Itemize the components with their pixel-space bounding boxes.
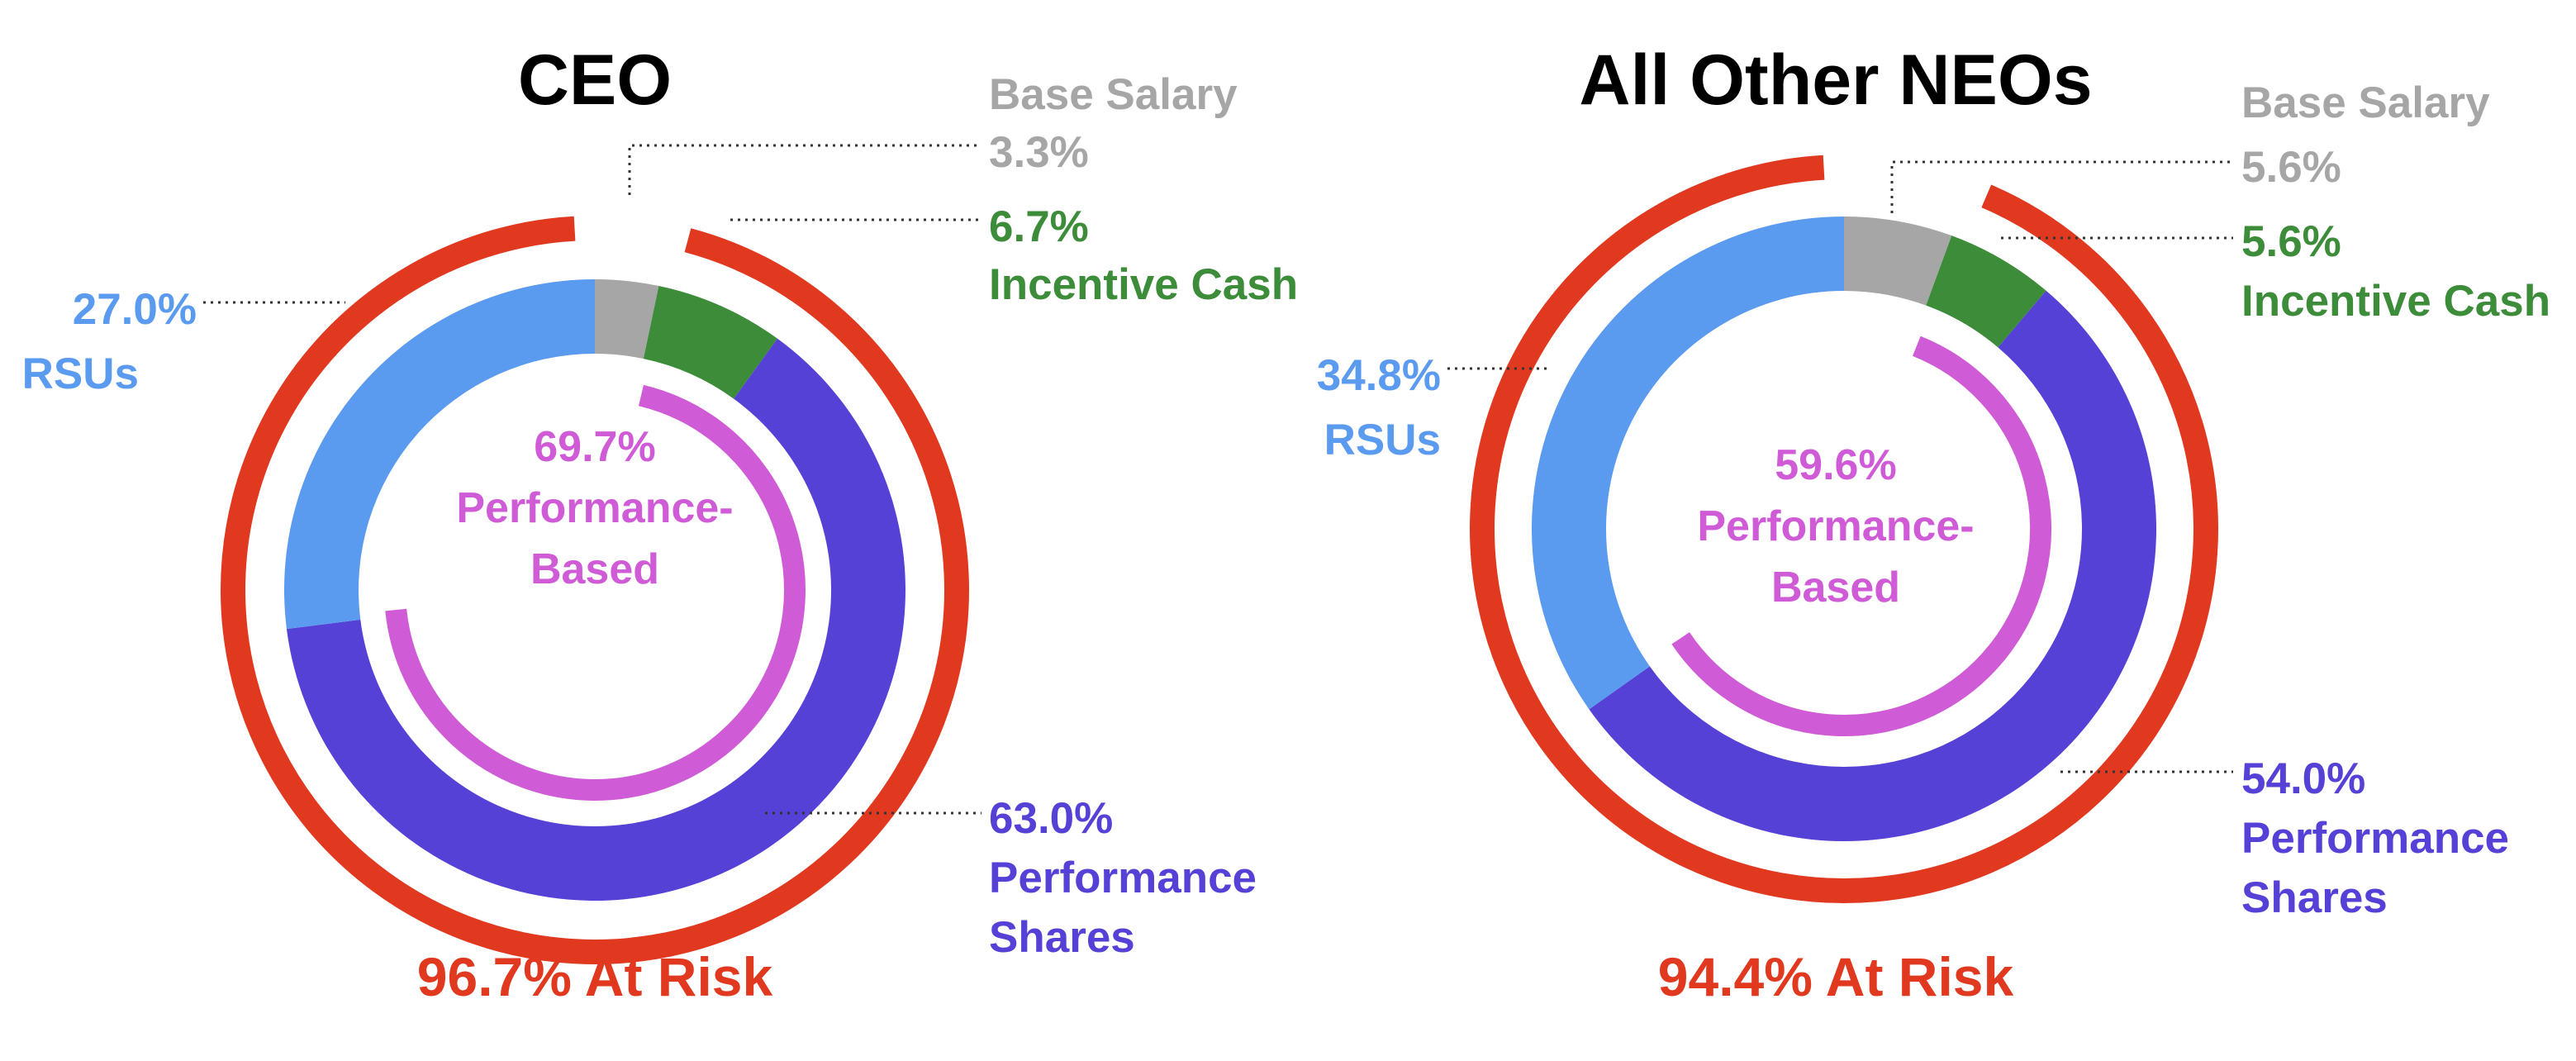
ceo-rsus-value: 27.0% <box>73 285 197 334</box>
ceo-performance-shares-value: 63.0% <box>989 794 1113 843</box>
ceo-chart-title: CEO <box>518 40 672 120</box>
ceo-performance-shares-name-line1: Performance <box>989 854 1257 902</box>
ceo-performance-based-arc <box>385 384 806 801</box>
neo-center-label: 59.6% Performance- Based <box>1697 441 1974 611</box>
neo-chart: All Other NEOs 59.6% Performance- Based … <box>1317 40 2550 1007</box>
neo-at-risk-ring <box>1470 155 2218 903</box>
neo-performance-shares-name-line1: Performance <box>2241 814 2509 863</box>
ceo-performance-shares-name-line2: Shares <box>989 913 1135 962</box>
ceo-performance-based-value: 69.7% <box>534 423 655 471</box>
ceo-performance-based-label-line2: Based <box>530 545 659 593</box>
ceo-slice-base-salary <box>595 279 659 359</box>
neo-incentive-cash-name: Incentive Cash <box>2241 277 2550 326</box>
neo-base-salary-leader <box>1890 160 2233 213</box>
ceo-center-label: 69.7% Performance- Based <box>456 423 733 593</box>
neo-rsus-name: RSUs <box>1324 416 1441 464</box>
neo-slice-performance-shares <box>1589 290 2156 841</box>
ceo-incentive-cash-value: 6.7% <box>989 202 1089 251</box>
neo-chart-title: All Other NEOs <box>1579 40 2092 120</box>
neo-slice-base-salary <box>1844 216 1952 306</box>
neo-performance-shares-name-line2: Shares <box>2241 873 2388 922</box>
neo-performance-based-arc <box>1671 335 2051 736</box>
ceo-performance-based-label-line1: Performance- <box>456 484 733 532</box>
ceo-base-salary-value: 3.3% <box>989 128 1089 177</box>
neo-chart-rings <box>1470 155 2218 903</box>
ceo-base-salary-name: Base Salary <box>989 70 1238 119</box>
ceo-base-salary-leader <box>628 144 979 195</box>
neo-rsus-value: 34.8% <box>1317 351 1441 400</box>
ceo-at-risk-label: 96.7% At Risk <box>417 946 773 1007</box>
ceo-incentive-cash-name: Incentive Cash <box>989 260 1298 309</box>
neo-performance-based-label-line1: Performance- <box>1697 502 1974 550</box>
neo-incentive-cash-value: 5.6% <box>2241 217 2341 266</box>
ceo-chart-rings <box>221 216 969 964</box>
neo-base-salary-name: Base Salary <box>2241 79 2490 127</box>
neo-performance-shares-value: 54.0% <box>2241 754 2365 803</box>
ceo-at-risk-ring <box>221 216 969 964</box>
ceo-slice-rsus <box>283 279 595 630</box>
ceo-slice-incentive-cash <box>643 286 778 399</box>
ceo-chart: CEO 69.7% Performance- Based Base Salary… <box>22 40 1298 1007</box>
neo-at-risk-label: 94.4% At Risk <box>1658 946 2014 1007</box>
neo-base-salary-value: 5.6% <box>2241 143 2341 192</box>
neo-performance-based-label-line2: Based <box>1771 564 1900 611</box>
ceo-rsus-name: RSUs <box>22 350 139 398</box>
neo-slice-rsus <box>1531 216 1844 710</box>
neo-slice-incentive-cash <box>1926 236 2046 348</box>
neo-performance-based-value: 59.6% <box>1775 441 1896 489</box>
